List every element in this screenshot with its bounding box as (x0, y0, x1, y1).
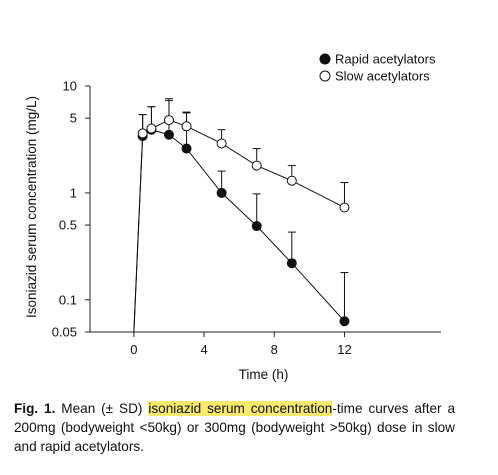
y-tick-label: 10 (63, 79, 77, 94)
x-tick-label: 4 (200, 342, 207, 357)
slow-data-point (216, 138, 227, 149)
slow-data-point (146, 123, 157, 134)
slow-data-point (286, 175, 297, 186)
slow-data-point (251, 160, 262, 171)
y-tick-label: 0.5 (59, 218, 77, 233)
rapid-data-point (251, 221, 262, 232)
caption-label: Fig. 1. (14, 401, 56, 416)
caption-highlight: isoniazid serum concentration (148, 401, 333, 416)
caption-text-before: Mean (± SD) (55, 401, 149, 416)
series-slow (133, 98, 350, 333)
rapid-data-point (216, 187, 227, 198)
series-line (133, 129, 345, 333)
concentration-time-chart: 0.05 0.1 0.5 1 5 10 0 4 8 12 Time (h) Isoniazid ser… (24, 52, 441, 382)
caption-text-after: -time curves after a 200mg (bodyweight <… (14, 401, 456, 454)
legend-label: Slow acetylators (335, 69, 430, 84)
slow-data-point (181, 121, 192, 132)
rapid-data-point (339, 316, 350, 327)
y-axis-label: Isoniazid serum concentration (mg/L) (24, 96, 39, 318)
slow-data-point (339, 202, 350, 213)
legend: Rapid acetylators Slow acetylators (319, 52, 436, 84)
y-tick-label: 0.05 (52, 325, 77, 340)
y-tick-label: 0.1 (59, 292, 77, 307)
series-layer (133, 98, 350, 333)
y-tick-label: 1 (70, 185, 77, 200)
axes: 0.05 0.1 0.5 1 5 10 0 4 8 12 Time (h) Isoniazid ser… (24, 79, 441, 382)
legend-slow-marker (319, 70, 331, 82)
series-line (133, 119, 345, 333)
x-tick-label: 12 (337, 342, 351, 357)
rapid-data-point (163, 129, 174, 140)
y-tick-label: 5 (70, 111, 77, 126)
legend-label: Rapid acetylators (335, 52, 436, 67)
figure-caption: Fig. 1. Mean (± SD) isoniazid serum conc… (14, 399, 455, 456)
x-axis-label: Time (h) (239, 367, 289, 382)
series-rapid (133, 100, 350, 333)
slow-data-point (137, 128, 148, 139)
rapid-data-point (286, 258, 297, 269)
rapid-data-point (181, 143, 192, 154)
x-tick-label: 0 (130, 342, 137, 357)
x-tick-label: 8 (271, 342, 278, 357)
slow-data-point (163, 115, 174, 126)
legend-rapid-marker (319, 53, 331, 65)
